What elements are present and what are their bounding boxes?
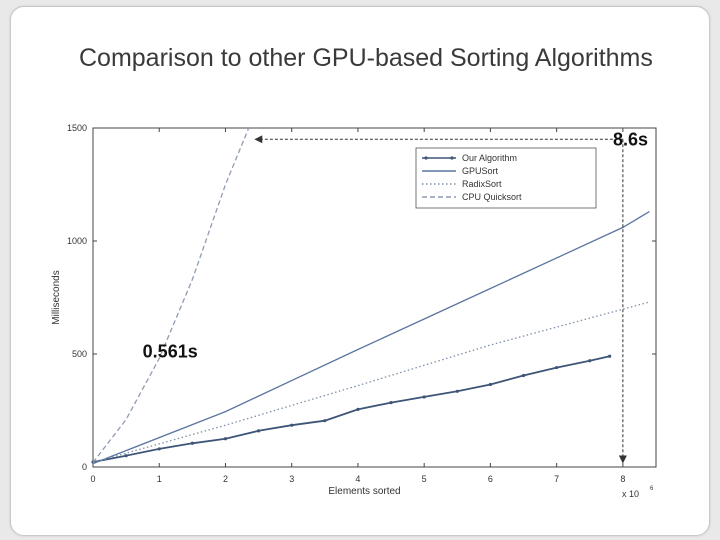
data-point [356,407,360,411]
y-axis-label: Milliseconds [51,270,62,324]
x-axis-label: Elements sorted [328,486,400,497]
data-point [157,447,161,451]
data-point [124,454,128,458]
slide: Comparison to other GPU-based Sorting Al… [10,6,710,536]
x-tick-label: 7 [554,474,559,484]
data-point [389,400,393,405]
x-multiplier-exponent: 6 [650,486,654,492]
data-point [608,354,612,358]
legend-entry: CPU Quicksort [462,192,522,202]
legend-entry: RadixSort [462,179,502,189]
series-line-1 [92,211,650,465]
data-point [455,389,459,393]
x-tick-label: 3 [289,474,294,484]
series-line-3 [92,127,250,463]
x-tick-label: 8 [620,474,625,484]
y-tick-label: 1000 [67,236,87,246]
data-point [422,395,426,399]
x-tick-label: 4 [355,474,360,484]
y-tick-label: 1500 [67,123,87,133]
series-line-2 [92,301,650,464]
x-tick-label: 0 [90,474,95,484]
legend-entry: GPUSort [462,166,499,176]
x-tick-label: 2 [223,474,228,484]
y-tick-label: 500 [72,349,87,359]
annotation-label: 0.561s [143,342,198,362]
data-point [488,382,493,387]
legend-swatch-marker [450,156,454,160]
x-tick-label: 1 [157,474,162,484]
data-point [290,423,294,427]
data-point [323,419,327,423]
data-point [521,373,526,378]
x-multiplier-label: x 10 [622,489,639,499]
data-point [190,441,194,445]
data-point [555,365,559,370]
slide-title: Comparison to other GPU-based Sorting Al… [79,44,653,72]
x-tick-label: 6 [488,474,493,484]
legend-swatch-marker [424,156,428,160]
annotation-label: 8.6s [613,129,648,149]
legend-entry: Our Algorithm [462,153,517,163]
data-point [588,359,592,363]
y-tick-label: 0 [82,462,87,472]
data-point [223,437,228,441]
series-line-0 [92,355,610,463]
x-tick-label: 5 [422,474,427,484]
chart: 0 1 2 3 4 5 6 7 8 0 500 1000 1500 Elements sorted Mill… [51,123,657,499]
plot-frame [92,127,657,468]
data-point [256,429,261,433]
